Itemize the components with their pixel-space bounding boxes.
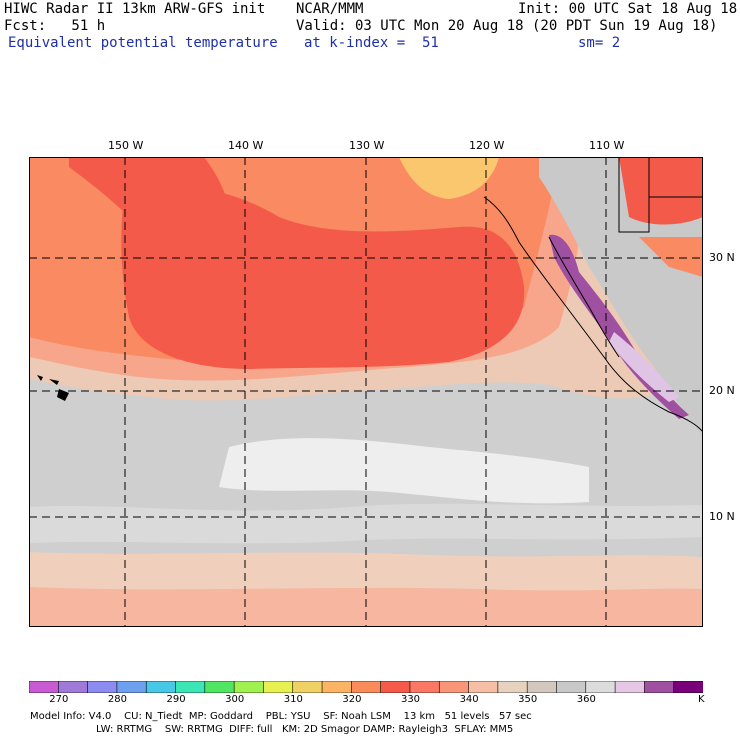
land-grey — [539, 157, 703, 437]
hawaii-islands — [37, 375, 69, 401]
southern-warm-core — [29, 587, 703, 627]
colorbar-tick-label: 360 — [576, 694, 596, 705]
lon-label: 120 W — [469, 139, 505, 152]
colorbar-tick-label: 320 — [342, 694, 362, 705]
colorbar-tick-label: 300 — [225, 694, 245, 705]
colorbar-swatch — [497, 681, 528, 693]
colorbar-tick-label: 350 — [518, 694, 538, 705]
organization: NCAR/MMM — [296, 1, 364, 17]
colorbar-tick-label: 270 — [49, 694, 69, 705]
coastline — [483, 196, 703, 433]
map-frame — [29, 157, 703, 627]
lat-label: 20 N — [709, 384, 735, 397]
colorbar-swatch — [321, 681, 353, 693]
colorbar-swatch — [263, 681, 294, 693]
colorbar-swatch — [29, 681, 60, 693]
colorbar-swatch — [233, 681, 265, 693]
colorbar-swatch — [145, 681, 177, 693]
low-theta-band — [219, 438, 589, 504]
borders — [618, 157, 703, 233]
lon-label: 140 W — [228, 139, 264, 152]
colorbar-swatch — [468, 681, 499, 693]
red-north-lobe — [69, 157, 229, 217]
colorbar-tick-label: 330 — [400, 694, 421, 705]
lon-label: 130 W — [349, 139, 385, 152]
baja-coastline — [548, 236, 620, 358]
us-southwest-hot — [619, 157, 703, 225]
colorbar-swatch — [204, 681, 235, 693]
colorbar-tick-label: 290 — [166, 694, 186, 705]
colorbar-swatch — [585, 681, 616, 693]
lat-label: 30 N — [709, 251, 735, 264]
texas-warm — [639, 237, 703, 277]
colorbar-swatch — [292, 681, 323, 693]
colorbar-swatch — [351, 681, 382, 693]
colorbar-swatch — [673, 681, 703, 693]
lon-label: 150 W — [108, 139, 144, 152]
colorbar-tick-label: 340 — [459, 694, 479, 705]
lon-label: 110 W — [589, 139, 625, 152]
model-info-line1: Model Info: V4.0 CU: N_Tiedt MP: Goddard… — [30, 711, 532, 722]
colorbar-unit: K — [698, 694, 705, 705]
colorbar-swatch — [644, 681, 675, 693]
smoothing: sm= 2 — [578, 35, 621, 51]
colorbar-swatch — [409, 681, 441, 693]
forecast-hour: Fcst: 51 h — [4, 18, 106, 34]
red-core — [121, 186, 525, 369]
theta-e-map — [29, 157, 703, 627]
gulf-purple — [549, 234, 689, 419]
colorbar-swatch — [57, 681, 89, 693]
yellow-patch — [399, 157, 499, 199]
colorbar-swatch — [116, 681, 148, 693]
colorbar-swatch — [556, 681, 587, 693]
lat-label: 10 N — [709, 510, 735, 523]
colorbar-swatch — [380, 681, 411, 693]
lat-lon-grid — [29, 157, 703, 627]
field-name: Equivalent potential temperature — [8, 35, 278, 51]
colorbar-swatch — [438, 681, 470, 693]
model-info-line2: LW: RRTMG SW: RRTMG DIFF: full KM: 2D Sm… — [96, 724, 514, 735]
colorbar-swatch — [87, 681, 118, 693]
product-title: HIWC Radar II 13km ARW-GFS init — [4, 1, 266, 17]
level-index: at k-index = 51 — [304, 35, 439, 51]
lavender-fringe — [609, 332, 679, 402]
colorbar-swatch — [175, 681, 206, 693]
colorbar-tick-label: 280 — [107, 694, 127, 705]
colorbar — [29, 681, 703, 693]
colorbar-tick-label: 310 — [283, 694, 303, 705]
valid-time: Valid: 03 UTC Mon 20 Aug 18 (20 PDT Sun … — [296, 18, 718, 34]
colorbar-swatch — [614, 681, 646, 693]
init-time: Init: 00 UTC Sat 18 Aug 18 — [518, 1, 738, 17]
colorbar-swatch — [526, 681, 558, 693]
